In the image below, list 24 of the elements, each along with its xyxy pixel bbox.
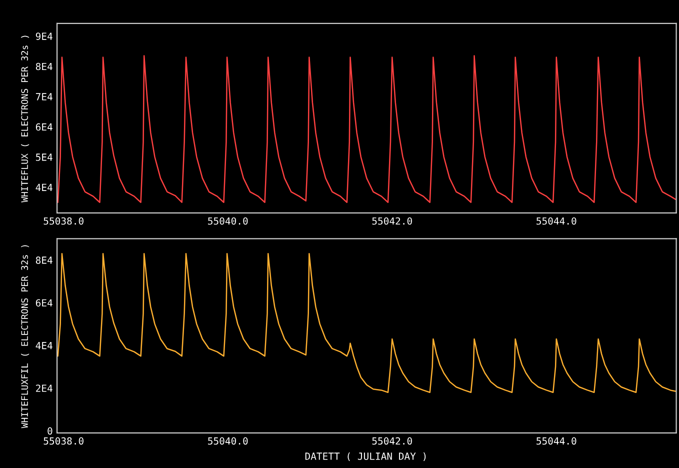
y-tick-label: 6E4 <box>36 299 52 307</box>
line-series <box>57 55 676 203</box>
x-tick-label: 55038.0 <box>44 437 84 445</box>
y-tick-label: 6E4 <box>36 123 52 131</box>
x-axis-title: DATETT ( JULIAN DAY ) <box>305 452 426 462</box>
y-tick-label: 4E4 <box>36 342 52 350</box>
x-tick-label: 55044.0 <box>536 437 576 445</box>
y-tick-label: 0 <box>48 427 52 435</box>
y-axis-title: WHITEFLUXFIL ( ELECTRONS PER 32s ) <box>21 245 30 428</box>
y-tick-label: 5E4 <box>36 154 52 161</box>
x-tick-label: 55042.0 <box>372 217 412 225</box>
y-tick-label: 8E4 <box>36 62 52 70</box>
x-tick-label: 55044.0 <box>536 217 576 225</box>
y-axis-title: WHITEFLUX ( ELECTRONS PER 32s ) <box>21 36 30 202</box>
x-tick-label: 55040.0 <box>208 437 248 445</box>
x-tick-label: 55042.0 <box>372 437 412 445</box>
x-tick-label: 55040.0 <box>208 217 248 225</box>
x-tick-label: 55038.0 <box>44 217 84 225</box>
line-series <box>57 252 676 393</box>
y-tick-label: 9E4 <box>36 32 52 40</box>
y-tick-label: 7E4 <box>36 93 52 100</box>
y-tick-label: 2E4 <box>36 384 52 392</box>
y-tick-label: 4E4 <box>36 184 52 191</box>
y-tick-label: 8E4 <box>36 256 52 264</box>
